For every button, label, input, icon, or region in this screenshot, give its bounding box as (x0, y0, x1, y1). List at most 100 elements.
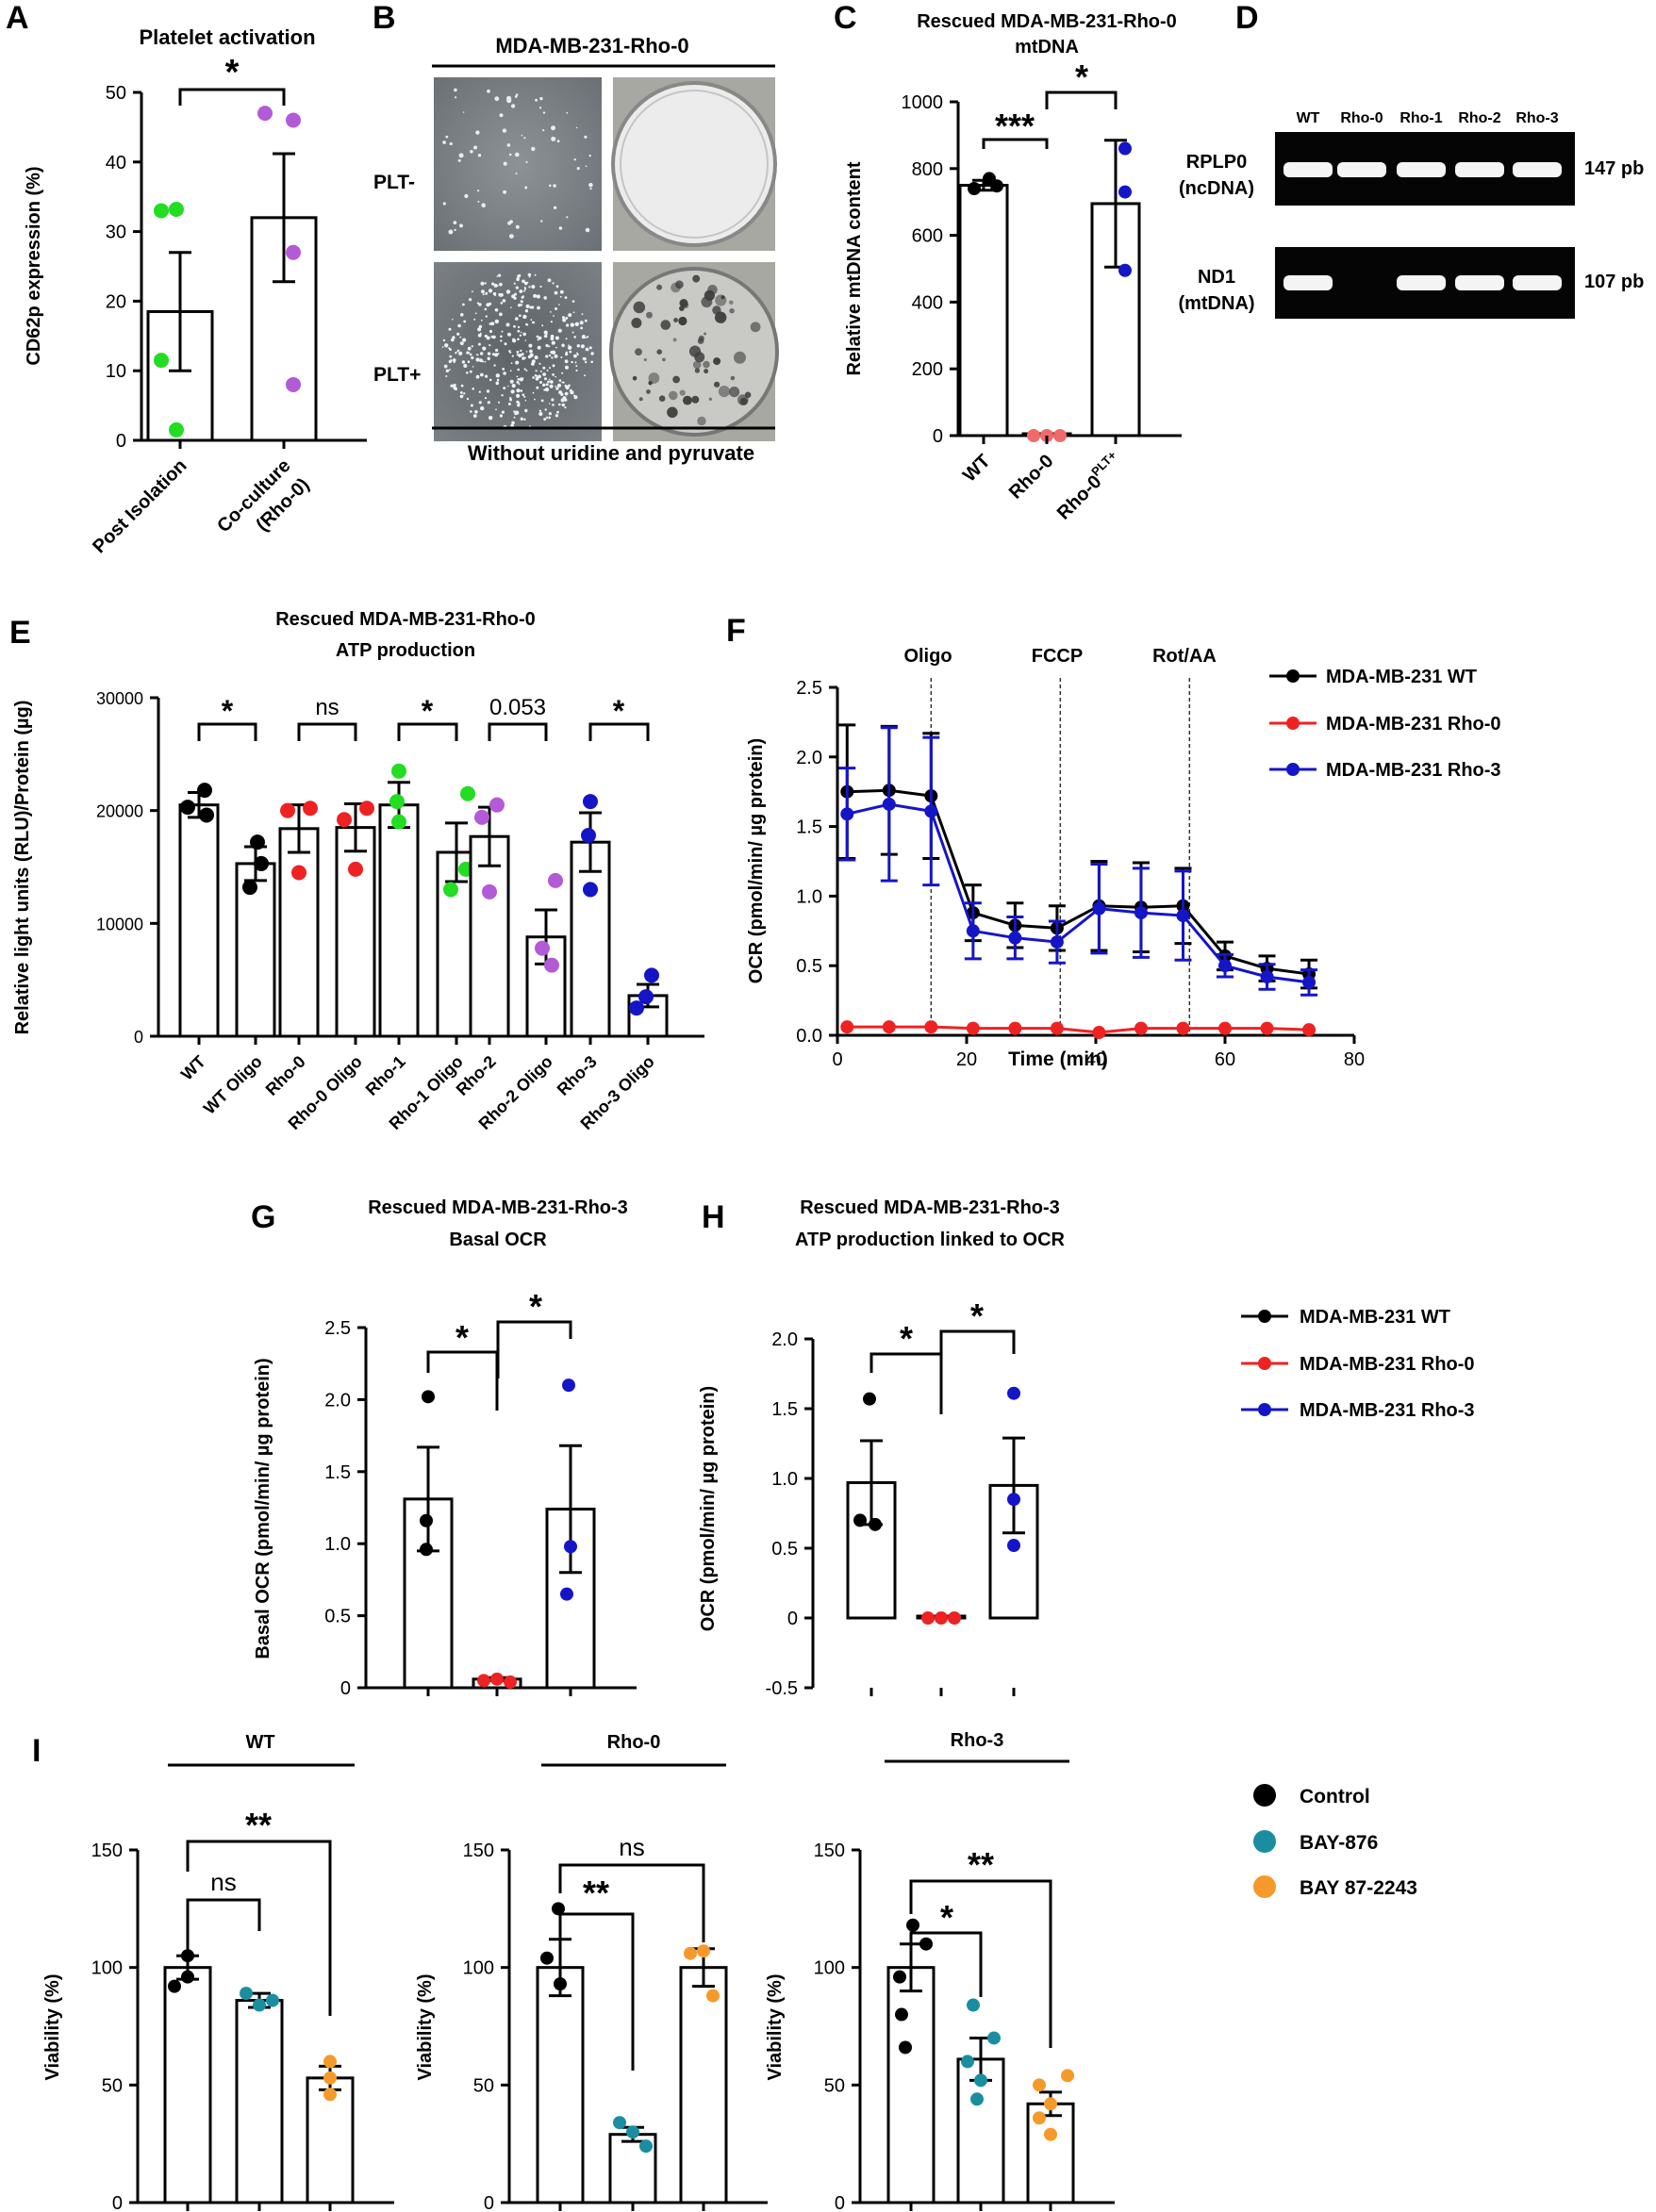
cell-speck (500, 302, 504, 305)
cell-speck (457, 349, 460, 352)
cell-speck (484, 307, 488, 311)
cell-speck (494, 307, 499, 312)
data-point (535, 940, 550, 956)
cell-speck (556, 140, 560, 143)
cell-speck (519, 314, 522, 318)
cell-speck (453, 221, 457, 225)
panel-c-sig-1: *** (995, 107, 1035, 145)
cell-speck (519, 334, 522, 337)
cell-speck (460, 384, 464, 388)
cell-speck (552, 282, 555, 285)
cell-speck (462, 303, 465, 306)
cell-speck (533, 322, 536, 324)
cell-speck (485, 315, 488, 318)
cell-speck (503, 190, 507, 194)
cell-speck (490, 335, 494, 338)
cell-speck (540, 220, 543, 223)
panel-g-sig-1: * (455, 1318, 469, 1357)
cell-speck (458, 351, 463, 355)
cell-speck (484, 397, 488, 400)
panel-i-wt-chart: 0 50 100 150 Viability (%) (42, 1841, 394, 2212)
cell-speck (522, 289, 525, 292)
cell-speck (548, 416, 551, 420)
y-tick-label: 800 (912, 159, 943, 180)
cell-speck (555, 375, 557, 378)
cell-speck (486, 336, 490, 340)
cell-speck (470, 150, 473, 154)
colony (698, 335, 704, 341)
micrograph-plt-minus (434, 77, 602, 251)
x-tick-label: WT (177, 1052, 209, 1084)
data-point (583, 794, 598, 810)
data-point (266, 1993, 279, 2007)
cell-speck (584, 374, 587, 377)
colony (707, 285, 718, 295)
bar (163, 1966, 212, 2204)
cell-speck (507, 332, 511, 337)
bar (235, 862, 276, 1038)
series-point (924, 804, 938, 818)
cell-speck (470, 404, 473, 407)
legend-label-control: Control (1300, 1786, 1370, 1808)
cell-speck (518, 402, 521, 404)
panel-h-title-1: Rescued MDA-MB-231-Rho-3 (800, 1197, 1060, 1218)
cell-speck (564, 398, 568, 402)
data-point (697, 1944, 710, 1958)
gel-lane-label: WT (1297, 110, 1320, 126)
cell-speck (517, 274, 521, 278)
data-point (391, 814, 406, 830)
cell-speck (454, 228, 456, 232)
cell-speck (589, 188, 592, 190)
cell-speck (451, 338, 455, 342)
series-point (1176, 1021, 1190, 1035)
series-point (882, 797, 896, 811)
colony (638, 397, 643, 402)
series-point (1260, 1021, 1274, 1035)
cell-speck (573, 158, 576, 161)
x-tick-label: 60 (1215, 1049, 1235, 1070)
cell-speck (442, 140, 446, 144)
colony (678, 316, 687, 326)
cell-speck (489, 344, 491, 347)
data-point (968, 182, 981, 196)
cell-speck (573, 336, 576, 338)
cell-speck (548, 345, 551, 348)
cell-speck (501, 394, 504, 397)
y-axis-label: OCR (pmol/min/ µg protein) (698, 1386, 719, 1631)
cell-speck (463, 364, 468, 368)
cell-speck (565, 351, 568, 354)
data-point (460, 785, 475, 801)
y-tick-label: -0.5 (766, 1678, 798, 1699)
cell-speck (580, 344, 586, 349)
gel-band-nd1 (1397, 275, 1446, 290)
colony (720, 295, 725, 300)
panel-e-sig-bracket (588, 722, 650, 741)
cell-speck (575, 126, 578, 129)
cell-speck (581, 313, 584, 316)
data-point (169, 201, 184, 217)
cell-speck (481, 289, 485, 294)
gel-lane-label: Rho-0 (1340, 110, 1383, 126)
cell-speck (477, 327, 482, 332)
data-point (899, 2040, 912, 2055)
gel-size-1: 147 pb (1584, 158, 1644, 179)
cell-speck (458, 153, 464, 158)
cell-speck (450, 384, 454, 388)
panel-letter-e: E (9, 615, 31, 651)
cell-speck (510, 389, 515, 394)
legend-lines-top: MDA-MB-231 WT MDA-MB-231 Rho-0 MDA-MB-23… (1269, 667, 1501, 781)
cell-speck (479, 332, 482, 335)
x-tick-label: Post Isolation (89, 455, 190, 557)
cell-speck (495, 408, 497, 411)
cell-speck (496, 275, 499, 277)
cell-speck (531, 146, 536, 152)
cell-speck (507, 403, 511, 405)
y-tick-label: 600 (912, 226, 943, 247)
cell-speck (499, 312, 503, 317)
cell-speck (501, 410, 505, 414)
cell-speck (503, 371, 506, 375)
data-point (323, 2088, 337, 2102)
data-point (286, 376, 301, 392)
data-point (1061, 2069, 1074, 2083)
cell-speck (558, 403, 561, 406)
